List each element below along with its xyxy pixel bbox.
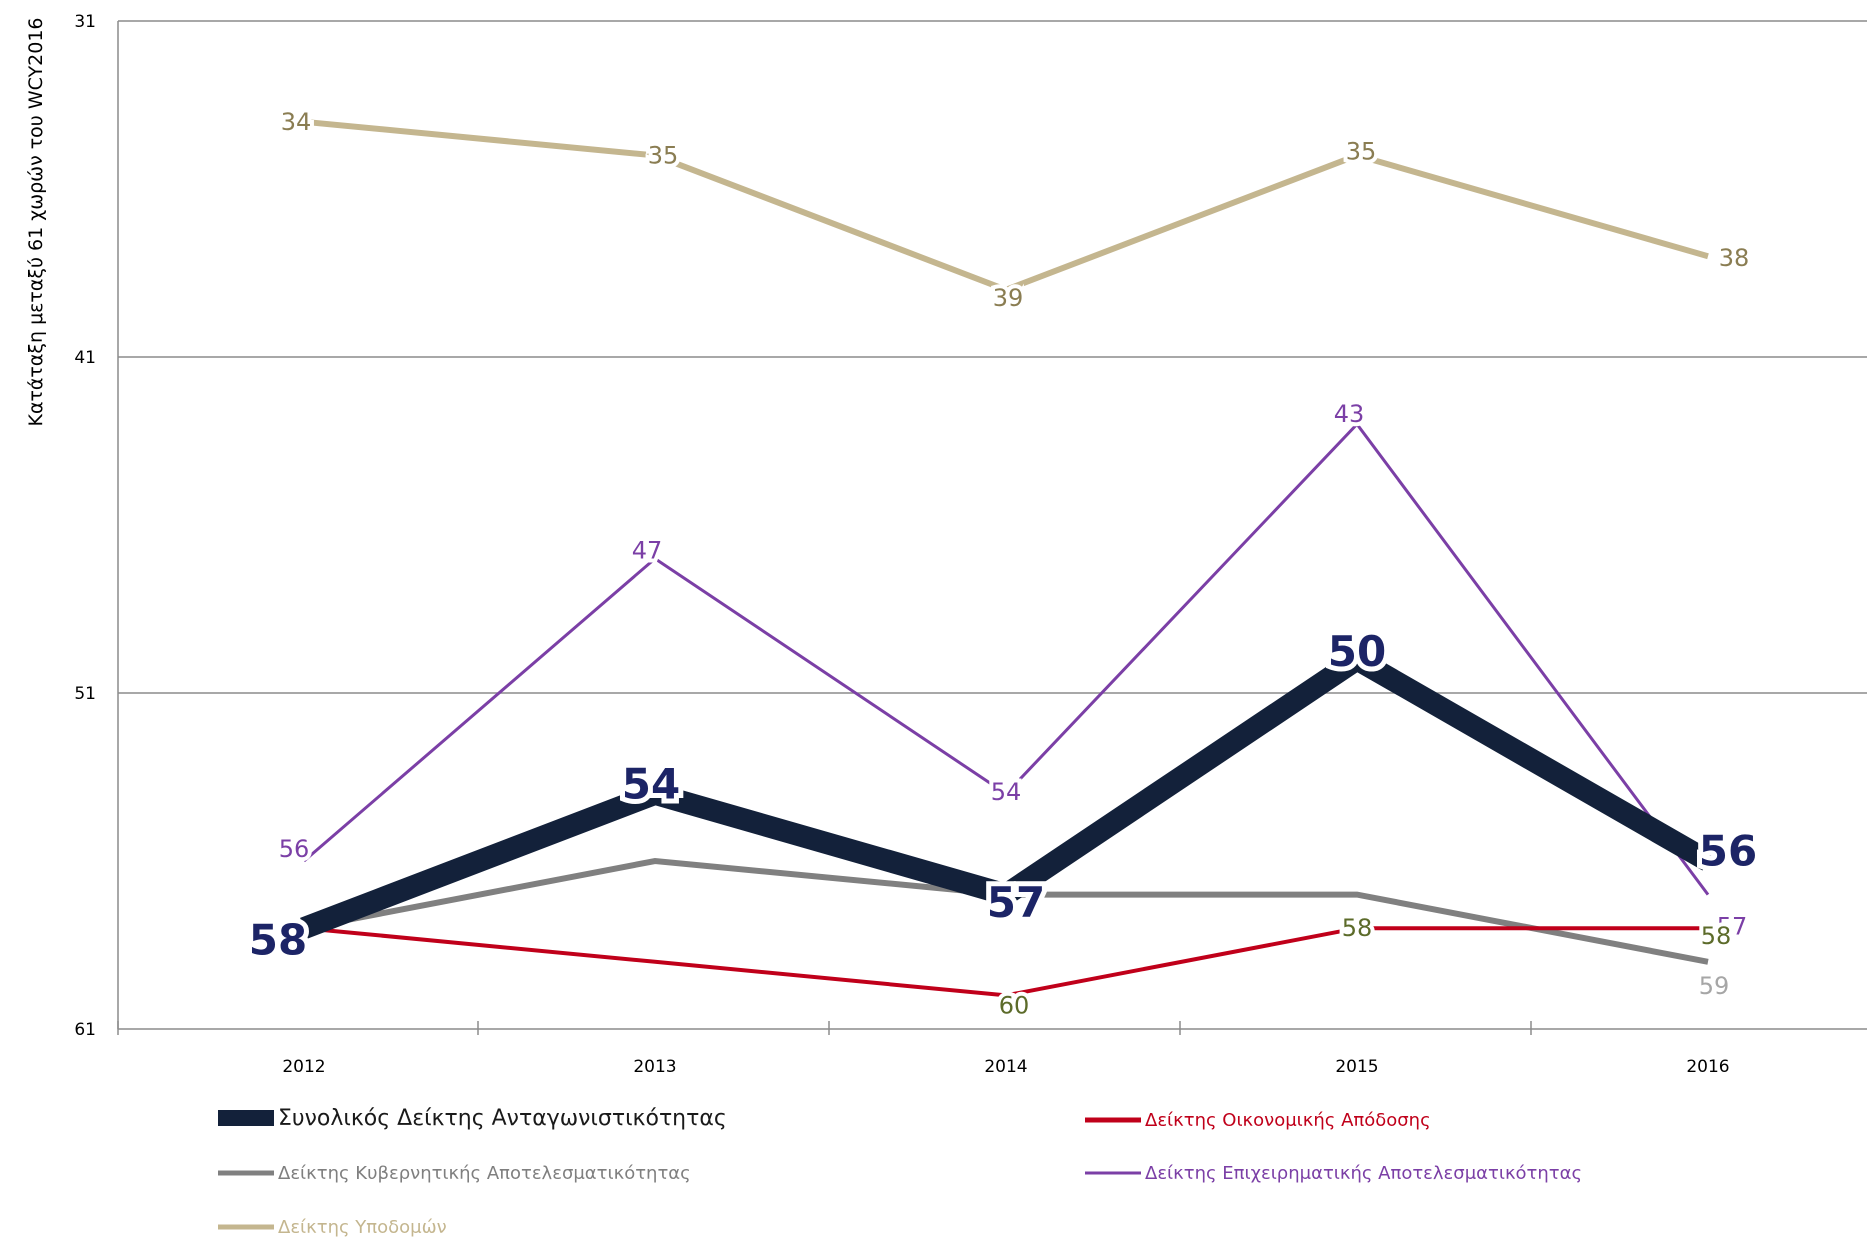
series-line-4 [300, 646, 1714, 939]
legend-label-4: Δείκτης Υποδομών [278, 1217, 447, 1238]
y-axis-title: Κατάταξη μεταξύ 61 χωρών του WCY2016 [25, 17, 47, 426]
legend: Συνολικός Δείκτης Ανταγωνιστικότητας Δείκ… [218, 1106, 1582, 1238]
data-label-0-2015: 35 [1346, 137, 1377, 165]
data-label-0-2016: 38 [1719, 244, 1750, 272]
data-label-4-2016: 56 [1699, 827, 1757, 876]
x-tick-label-2016: 2016 [1686, 1057, 1729, 1077]
data-label-3-2016: 58 [1701, 922, 1732, 950]
series-line-0 [303, 118, 1709, 294]
gridlines [118, 20, 1867, 694]
y-tick-label-41: 41 [74, 348, 96, 368]
x-tick-label-2014: 2014 [984, 1057, 1027, 1077]
data-label-4-2012: 58 [249, 916, 307, 965]
legend-label-0: Συνολικός Δείκτης Ανταγωνιστικότητας [278, 1106, 727, 1131]
y-tick-label-51: 51 [74, 684, 96, 704]
data-label-4-2013: 54 [622, 759, 680, 808]
legend-label-1: Δείκτης Οικονομικής Απόδοσης [1145, 1110, 1431, 1131]
axes: 31 41 51 61 2012 2013 2014 2015 2016 [74, 12, 1867, 1077]
data-label-4-2015: 50 [1328, 627, 1386, 676]
data-label-4-2014: 57 [987, 878, 1045, 927]
data-label-0-2014: 39 [993, 284, 1024, 312]
data-label-0-2013: 35 [648, 141, 679, 169]
data-label-1-2014: 54 [991, 778, 1022, 806]
series-line-3 [303, 926, 1708, 998]
data-label-1-2015: 43 [1334, 400, 1365, 428]
data-label-0-2012: 34 [281, 108, 312, 136]
data-label-3-2015: 58 [1342, 914, 1373, 942]
data-label-2-2016: 59 [1699, 972, 1730, 1000]
data-label-3-2014: 60 [999, 991, 1030, 1019]
series-line-1 [303, 421, 1710, 896]
x-tick-label-2015: 2015 [1335, 1057, 1378, 1077]
data-label-1-2013: 47 [632, 537, 663, 565]
x-tick-label-2012: 2012 [282, 1057, 325, 1077]
y-tick-label-31: 31 [74, 12, 96, 32]
y-tick-label-61: 61 [74, 1020, 96, 1040]
legend-label-2: Δείκτης Κυβερνητικής Αποτελεσματικότητας [278, 1163, 691, 1184]
x-tick-label-2013: 2013 [633, 1057, 676, 1077]
data-labels: 34 35 39 35 38 56 47 54 43 57 59 60 58 58 58 54 57 50 56 [244, 104, 1762, 1024]
data-label-1-2016: 57 [1717, 913, 1748, 941]
data-label-1-2012: 56 [279, 835, 310, 863]
legend-label-3: Δείκτης Επιχειρηματικής Αποτελεσματικότη… [1145, 1163, 1582, 1184]
series-lines [300, 118, 1714, 998]
